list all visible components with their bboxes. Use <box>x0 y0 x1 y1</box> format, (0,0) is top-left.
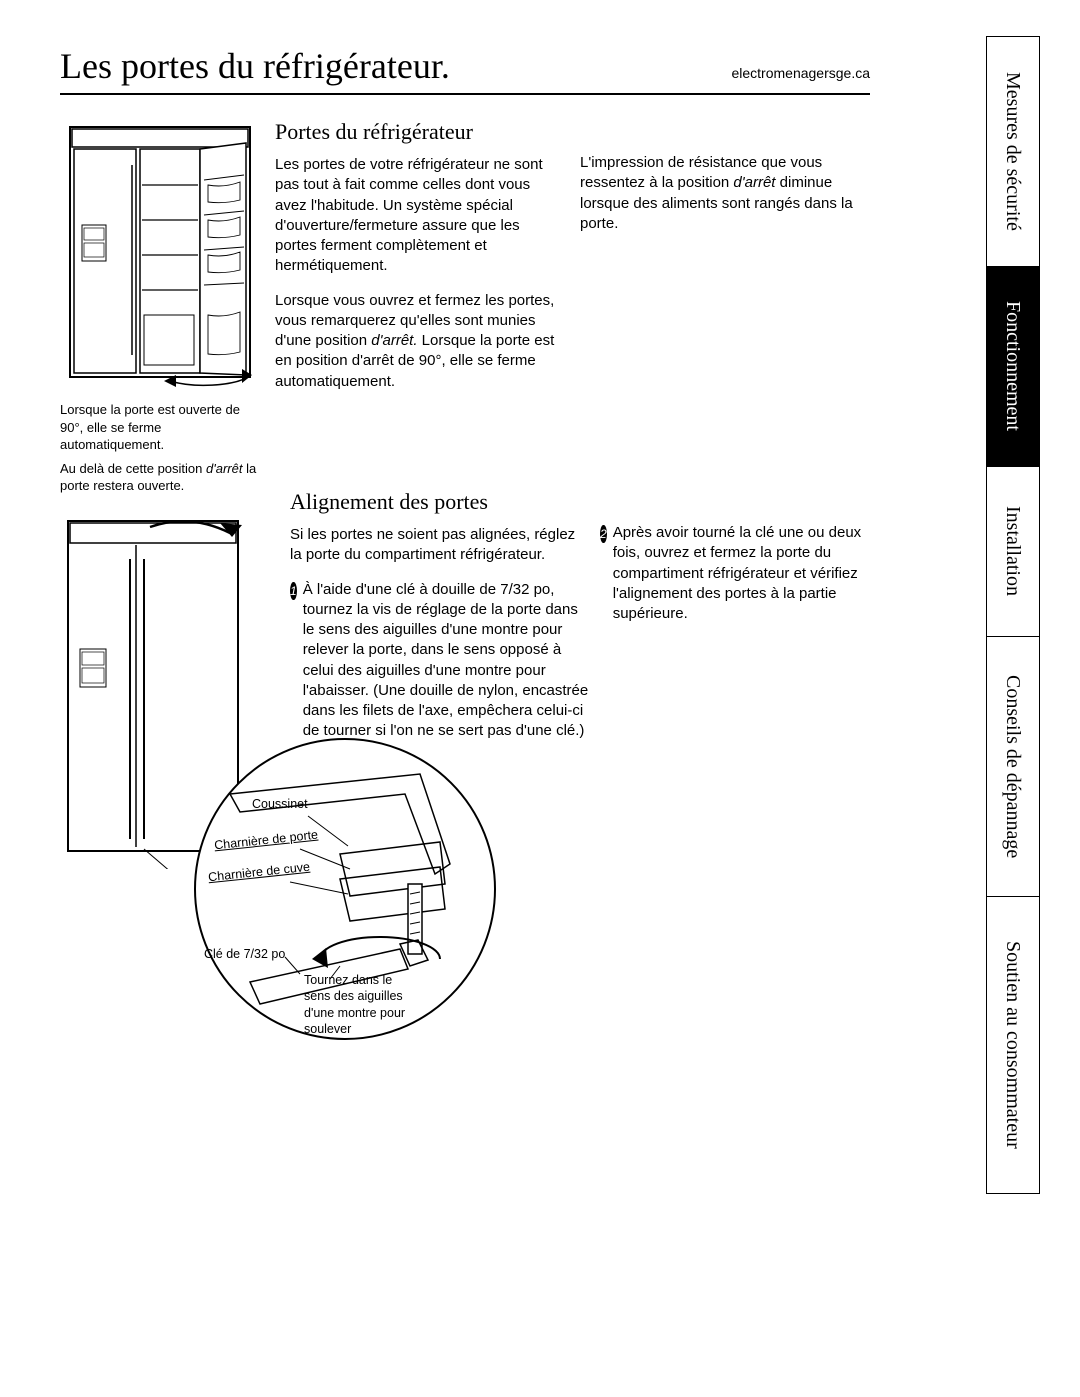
label-cle: Clé de 7/32 po <box>204 946 285 962</box>
tab-mesures-securite[interactable]: Mesures de sécurité <box>987 37 1039 266</box>
section-portes: Lorsque la porte est ouverte de 90°, ell… <box>60 119 870 469</box>
page-header: Les portes du réfrigérateur. electromena… <box>60 45 870 95</box>
step-2: 2 Après avoir tourné la clé une ou deux … <box>600 523 880 624</box>
side-tab-bar: Mesures de sécurité Fonctionnement Insta… <box>986 36 1040 1194</box>
step2-text: Après avoir tourné la clé une ou deux fo… <box>613 523 880 624</box>
tab-soutien-consommateur[interactable]: Soutien au consommateur <box>987 897 1039 1193</box>
tab-conseils-depannage[interactable]: Conseils de dépannage <box>987 637 1039 896</box>
figure-fridge-open: Lorsque la porte est ouverte de 90°, ell… <box>60 125 260 495</box>
step-1: 1 À l'aide d'une clé à douille de 7/32 p… <box>290 580 590 742</box>
section2-intro: Si les portes ne soient pas alignées, ré… <box>290 525 590 566</box>
figure-hinge-detail: Coussinet Charnière de porte Charnière d… <box>190 734 500 1049</box>
site-url: electromenagersge.ca <box>731 65 870 81</box>
bullet-2-icon: 2 <box>600 525 607 543</box>
figure1-caption2: Au delà de cette position d'arrêt la por… <box>60 460 260 495</box>
section2-col-b: 2 Après avoir tourné la clé une ou deux … <box>600 489 880 624</box>
section1-heading: Portes du réfrigérateur <box>275 119 565 145</box>
section1-para1: Les portes de votre réfrigérateur ne son… <box>275 155 565 277</box>
step1-text: À l'aide d'une clé à douille de 7/32 po,… <box>303 580 590 742</box>
label-coussinet: Coussinet <box>252 796 308 812</box>
page-title: Les portes du réfrigérateur. <box>60 45 450 87</box>
bullet-1-icon: 1 <box>290 582 297 600</box>
section1-col-a: Portes du réfrigérateur Les portes de vo… <box>275 119 565 392</box>
section1-col-b: L'impression de résistance que vous ress… <box>580 119 870 234</box>
figure1-caption1: Lorsque la porte est ouverte de 90°, ell… <box>60 401 260 454</box>
tab-installation[interactable]: Installation <box>987 467 1039 636</box>
section1-para3: L'impression de résistance que vous ress… <box>580 153 870 234</box>
section2-heading: Alignement des portes <box>290 489 590 515</box>
label-tournez: Tournez dans le sens des aiguilles d'une… <box>304 972 414 1037</box>
tab-fonctionnement[interactable]: Fonctionnement <box>987 267 1039 466</box>
section2-col-a: Alignement des portes Si les portes ne s… <box>290 489 590 742</box>
section1-para2: Lorsque vous ouvrez et fermez les portes… <box>275 291 565 392</box>
